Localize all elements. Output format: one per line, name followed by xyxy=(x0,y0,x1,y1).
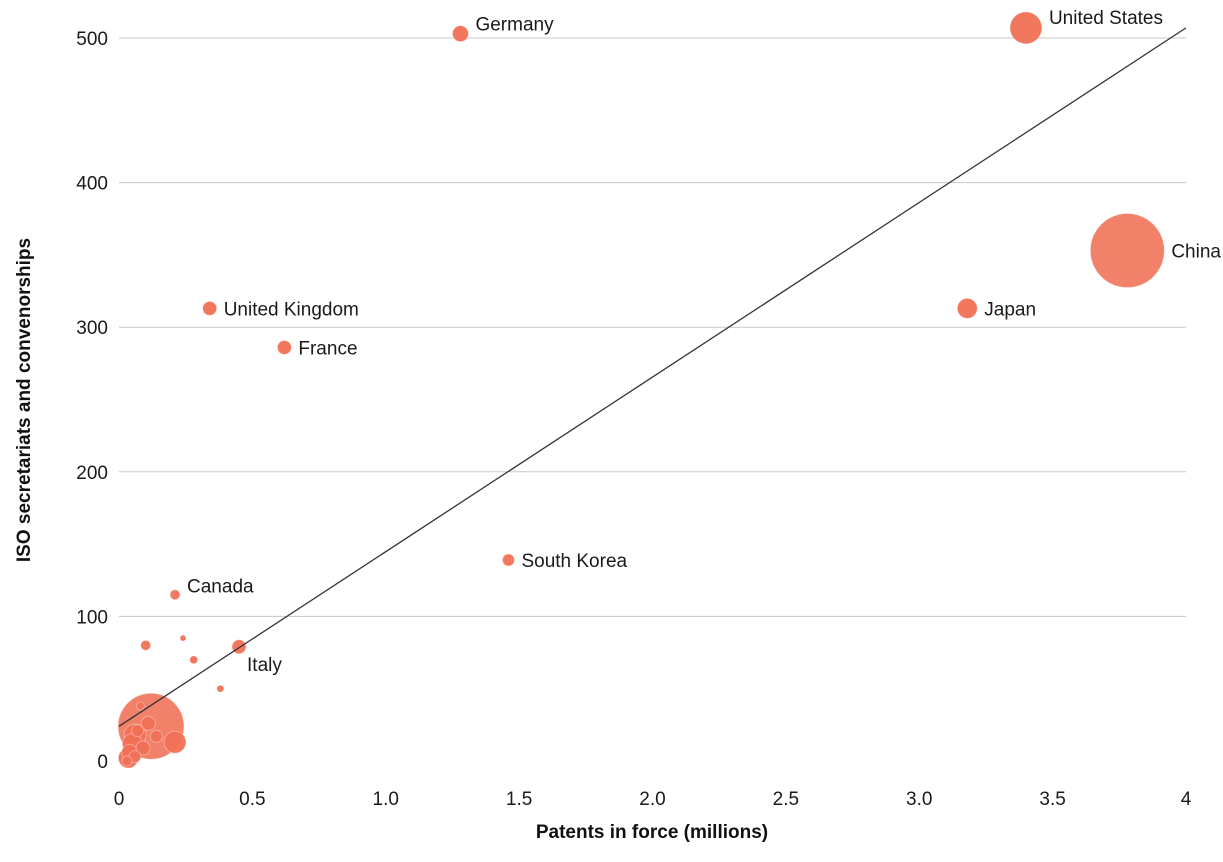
x-tick-label: 4 xyxy=(1181,789,1192,810)
point-unlabeled xyxy=(216,684,225,693)
trendline-group xyxy=(118,27,1187,727)
point-france xyxy=(276,339,292,355)
y-tick-label: 100 xyxy=(76,607,108,628)
x-tick-label: 0 xyxy=(114,789,125,810)
point-unlabeled xyxy=(163,730,187,754)
y-axis-title: ISO secretariats and convenorships xyxy=(14,238,35,562)
point-united-states xyxy=(1009,11,1043,45)
point-label-canada: Canada xyxy=(187,577,254,598)
x-tick-label: 2.0 xyxy=(639,789,665,810)
x-tick-label: 3.5 xyxy=(1039,789,1065,810)
point-canada xyxy=(169,589,181,601)
point-unlabeled xyxy=(140,715,156,731)
data-points xyxy=(117,11,1165,769)
x-axis-title: Patents in force (millions) xyxy=(536,822,768,843)
x-axis-ticks: 0 0.5 1.0 1.5 2.0 2.5 3.0 3.5 4 xyxy=(114,789,1192,810)
y-tick-label: 500 xyxy=(76,29,108,50)
point-unlabeled xyxy=(179,634,187,642)
point-unlabeled xyxy=(140,639,152,651)
point-south-korea xyxy=(501,553,515,567)
gridlines xyxy=(119,37,1186,617)
point-unlabeled xyxy=(135,740,151,756)
point-unlabeled xyxy=(135,701,145,711)
y-tick-label: 300 xyxy=(76,318,108,339)
trendline xyxy=(118,27,1187,727)
y-tick-label: 0 xyxy=(97,752,108,773)
point-united-kingdom xyxy=(202,300,218,316)
point-label-south-korea: South Korea xyxy=(521,551,627,572)
y-tick-label: 400 xyxy=(76,174,108,195)
x-tick-label: 0.5 xyxy=(239,789,265,810)
point-unlabeled xyxy=(121,755,133,767)
x-tick-label: 1.5 xyxy=(506,789,532,810)
point-label-germany: Germany xyxy=(475,15,554,36)
point-germany xyxy=(451,25,469,43)
point-label-united-states: United States xyxy=(1049,8,1163,29)
point-label-italy: Italy xyxy=(247,655,282,676)
point-japan xyxy=(956,297,978,319)
point-label-china: China xyxy=(1171,242,1221,263)
y-tick-label: 200 xyxy=(76,463,108,484)
point-unlabeled xyxy=(189,655,199,665)
point-unlabeled xyxy=(131,724,145,738)
point-label-united-kingdom: United Kingdom xyxy=(224,299,359,320)
point-china xyxy=(1089,213,1165,289)
x-tick-label: 3.0 xyxy=(906,789,932,810)
point-labels: United States Germany China Japan United Kin… xyxy=(187,8,1221,676)
y-axis-ticks: 0 100 200 300 400 500 xyxy=(76,29,108,773)
point-label-japan: Japan xyxy=(984,299,1036,320)
x-tick-label: 2.5 xyxy=(773,789,799,810)
point-label-france: France xyxy=(298,338,357,359)
point-unlabeled xyxy=(149,729,163,743)
x-tick-label: 1.0 xyxy=(373,789,399,810)
